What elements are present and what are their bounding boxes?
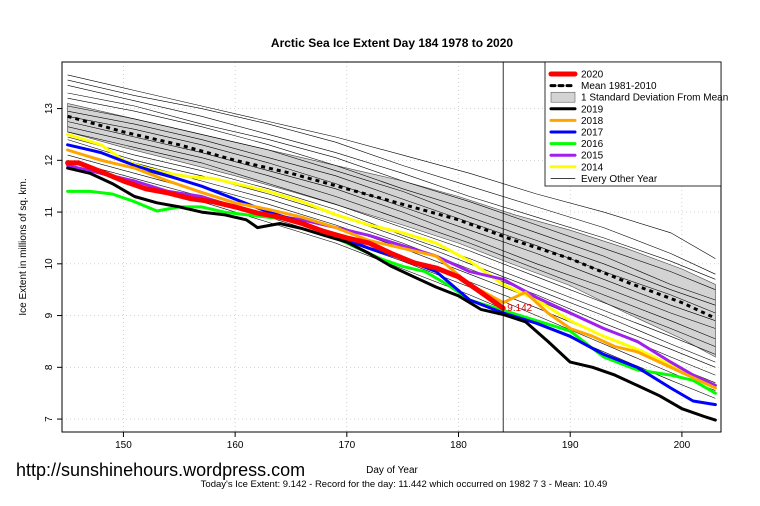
series-line-2020: [65, 160, 506, 311]
watermark: http://sunshinehours.wordpress.com: [16, 460, 305, 480]
every-other-year-line: [67, 97, 716, 301]
series-line-2014: [66, 132, 717, 387]
legend-label: Mean 1981-2010: [581, 81, 657, 92]
legend-label: 2016: [581, 139, 604, 150]
every-other-year-line: [67, 92, 716, 290]
std-band-layer: [67, 103, 716, 358]
x-tick-label: 200: [674, 440, 691, 451]
y-tick-label: 10: [44, 258, 55, 270]
y-tick-label: 11: [44, 206, 55, 217]
x-tick-label: 170: [338, 440, 355, 451]
plot-frame: [61, 61, 722, 433]
y-axis: 7 8 9 10 11 12 13: [44, 103, 62, 422]
x-axis: 150 160 170 180 190 200: [115, 432, 691, 451]
every-other-year-line: [67, 79, 716, 275]
y-tick-label: 9: [44, 312, 55, 318]
y-tick-label: 13: [44, 103, 55, 115]
every-other-year-line: [67, 105, 716, 306]
every-other-year-line: [67, 139, 716, 363]
every-other-year-line: [67, 131, 716, 347]
current-value-label: 9.142: [507, 303, 532, 314]
every-other-year-line: [67, 110, 716, 314]
legend-label: 2015: [581, 151, 604, 162]
y-tick-label: 8: [44, 364, 55, 370]
every-other-year-line: [67, 121, 716, 329]
x-tick-label: 190: [562, 440, 579, 451]
legend-label: 1 Standard Deviation From Mean: [581, 93, 728, 104]
legend-label: 2014: [581, 162, 604, 173]
x-tick-label: 160: [227, 440, 244, 451]
footer-text: Today's Ice Extent: 9.142 - Record for t…: [201, 479, 608, 490]
y-axis-label: Ice Extent in millions of sq. km.: [18, 178, 29, 315]
x-axis-label: Day of Year: [366, 465, 418, 476]
legend-swatch: [550, 91, 576, 103]
x-tick-label: 150: [115, 440, 132, 451]
chart-title: Arctic Sea Ice Extent Day 184 1978 to 20…: [271, 36, 513, 50]
every-other-year-layer: [67, 74, 716, 399]
legend-label: 2017: [581, 128, 604, 139]
every-other-year-line: [67, 85, 716, 280]
every-other-year-line: [67, 160, 716, 391]
y-tick-label: 12: [44, 154, 55, 166]
legend-label: 2019: [581, 104, 604, 115]
legend-label: 2020: [581, 70, 604, 81]
legend-label: Every Other Year: [581, 174, 658, 185]
std-band: [67, 103, 716, 358]
every-other-year-line: [67, 116, 716, 321]
mean-layer: [67, 114, 717, 320]
series-layer: [65, 132, 717, 422]
y-tick-label: 7: [44, 416, 55, 422]
every-other-year-line: [67, 126, 716, 340]
series-line-2019: [66, 166, 717, 422]
series-line-2015: [66, 164, 717, 387]
series-line-2018: [66, 148, 717, 390]
x-tick-label: 180: [450, 440, 467, 451]
every-other-year-line: [67, 74, 716, 259]
every-other-year-line: [67, 136, 716, 355]
legend-label: 2018: [581, 116, 604, 127]
mean-line: [67, 114, 717, 320]
